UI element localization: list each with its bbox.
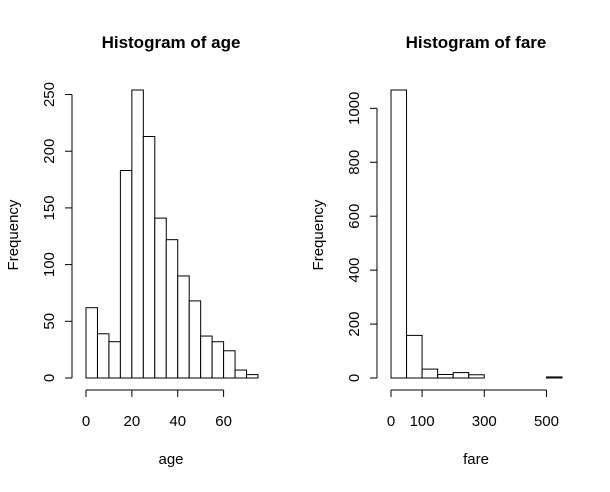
age-bar	[223, 350, 236, 379]
age-bar	[165, 239, 179, 379]
age-bar	[119, 170, 133, 379]
fare-x-tick-label: 0	[387, 413, 395, 430]
age-bar	[154, 217, 167, 379]
age-bar	[108, 341, 121, 379]
fare-histogram-title: Histogram of fare	[406, 33, 547, 52]
fare-x-tick-label: 300	[472, 413, 497, 430]
fare-bar	[452, 372, 470, 379]
age-bar	[188, 300, 202, 379]
age-x-axis-label: age	[158, 451, 183, 468]
age-y-axis-label: Frequency	[5, 199, 22, 270]
age-x-tick-label: 20	[124, 413, 141, 430]
age-bar	[96, 333, 110, 379]
age-x-tick-label: 40	[169, 413, 186, 430]
fare-bars	[390, 89, 563, 379]
age-bar	[200, 335, 213, 379]
age-y-tick-label: 200	[41, 139, 58, 164]
age-y-tick-label: 250	[41, 82, 58, 107]
fare-y-tick-label: 200	[346, 312, 363, 337]
age-bars	[85, 89, 259, 379]
fare-y-tick-label: 800	[346, 150, 363, 175]
age-bar	[246, 374, 259, 379]
fare-bar	[421, 368, 439, 379]
fare-y-axis-label: Frequency	[310, 199, 327, 270]
fare-x-tick-label: 100	[410, 413, 435, 430]
age-x-tick-label: 60	[215, 413, 232, 430]
age-bar	[211, 341, 225, 379]
fare-y-tick-label: 400	[346, 258, 363, 283]
fare-y-tick-label: 0	[346, 374, 363, 382]
age-bar	[85, 307, 98, 379]
fare-bar	[545, 376, 563, 379]
fare-bar	[390, 89, 408, 379]
age-y-tick-label: 150	[41, 195, 58, 220]
age-histogram-title: Histogram of age	[102, 33, 241, 52]
age-y-tick-label: 100	[41, 252, 58, 277]
fare-x-tick-label: 500	[534, 413, 559, 430]
fare-y-tick-label: 1000	[346, 92, 363, 125]
fare-bar	[437, 373, 454, 379]
age-x-axis: 0 20 40 60	[82, 389, 232, 430]
age-bar	[177, 275, 190, 379]
fare-bar	[406, 334, 423, 379]
age-y-tick-label: 50	[41, 313, 58, 330]
fare-histogram-panel: Histogram of fare fare Frequency 0 100 300…	[310, 33, 563, 468]
fare-bar	[468, 374, 485, 379]
fare-x-axis-label: fare	[463, 451, 489, 468]
fare-y-tick-label: 600	[346, 204, 363, 229]
age-bar	[131, 89, 144, 379]
age-x-tick-label: 0	[82, 413, 90, 430]
age-y-axis: 0 50 100 150 200 250	[41, 82, 73, 382]
age-bar	[234, 369, 248, 379]
age-histogram-panel: Histogram of age age Frequency 0 20 40 60 0…	[5, 33, 259, 468]
fare-y-axis: 0 200 400 600 800 1000	[346, 92, 378, 382]
fare-x-axis: 0 100 300 500	[387, 389, 559, 430]
age-y-tick-label: 0	[41, 374, 58, 382]
age-bar	[142, 135, 156, 379]
